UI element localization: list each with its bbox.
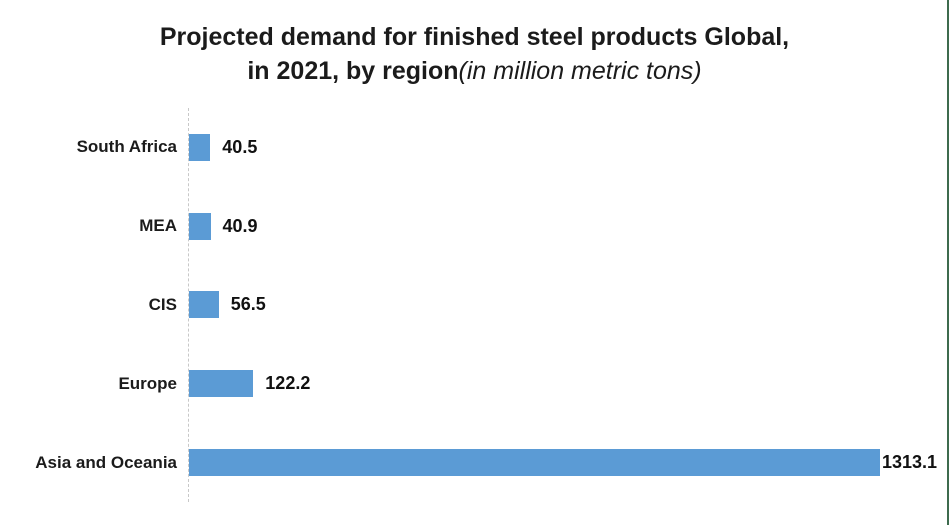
value-label: 56.5 — [230, 294, 266, 315]
chart-title-line-1: Projected demand for finished steel prod… — [0, 20, 949, 54]
category-label: Europe — [118, 373, 177, 393]
bar-track: 40.5 — [189, 108, 949, 187]
category-label: MEA — [139, 216, 177, 236]
bar-track: 122.2 — [189, 344, 949, 423]
value-label: 122.2 — [265, 373, 311, 394]
category-label: CIS — [148, 294, 177, 314]
bar — [189, 449, 880, 477]
chart-title-line-2: in 2021, by region(in million metric ton… — [0, 54, 949, 88]
bar-track: 40.9 — [189, 187, 949, 266]
bar — [189, 370, 254, 398]
bar-track: 56.5 — [189, 266, 949, 345]
right-edge-accent-line — [947, 0, 949, 525]
value-label: 40.5 — [222, 136, 258, 157]
chart-title: Projected demand for finished steel prod… — [0, 20, 949, 88]
bar — [189, 212, 211, 240]
bar-track: 1313.1 — [189, 423, 949, 502]
chart-title-line-1-text: Projected demand for finished steel prod… — [159, 23, 790, 51]
bar-chart: South Africa 40.5 MEA 40.9 CIS 56.5 Europe 122.… — [0, 108, 949, 502]
category-label: Asia and Oceania — [35, 452, 177, 472]
bar-row: South Africa 40.5 — [0, 108, 949, 187]
bar-row: MEA 40.9 — [0, 187, 949, 266]
y-axis-line — [188, 108, 189, 502]
bar-row: Europe 122.2 — [0, 344, 949, 423]
plot-area: South Africa 40.5 MEA 40.9 CIS 56.5 Europe 122.… — [0, 108, 949, 502]
bar — [189, 133, 211, 161]
chart-title-line-2-italic: (in million metric tons) — [458, 57, 702, 85]
chart-title-line-2-bold: in 2021, by region — [247, 57, 459, 85]
bar — [189, 291, 219, 319]
bar-row: Asia and Oceania 1313.1 — [0, 423, 949, 502]
bar-row: CIS 56.5 — [0, 266, 949, 345]
category-label: South Africa — [76, 137, 177, 157]
value-label: 40.9 — [222, 215, 258, 236]
value-label: 1313.1 — [882, 452, 938, 473]
